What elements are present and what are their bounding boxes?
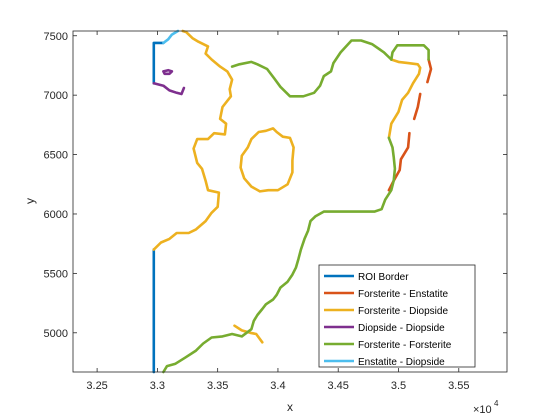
y-tick-label: 7500 (44, 31, 68, 43)
y-tick-label: 5500 (44, 268, 68, 280)
x-tick-label: 3.45 (328, 380, 349, 392)
legend-label-1: Forsterite - Enstatite (358, 289, 448, 300)
legend-label-0: ROI Border (358, 272, 409, 283)
legend-label-3: Diopside - Diopside (358, 323, 445, 334)
legend-label-2: Forsterite - Diopside (358, 306, 448, 317)
y-axis-label: y (23, 198, 37, 204)
legend: ROI Border Forsterite - Enstatite Forsteri… (319, 265, 475, 368)
legend-label-5: Enstatite - Diopside (358, 357, 445, 368)
x-tick-label: 3.3 (150, 380, 165, 392)
y-tick-label: 6500 (44, 150, 68, 162)
y-tick-label: 5000 (44, 328, 68, 340)
x-axis-label: x (287, 400, 293, 414)
y-tick-label: 7000 (44, 90, 68, 102)
x-axis-exponent-base: ×10 (473, 404, 492, 416)
x-tick-label: 3.25 (86, 380, 107, 392)
legend-label-4: Forsterite - Forsterite (358, 340, 452, 351)
x-tick-label: 3.4 (270, 380, 285, 392)
y-tick-label: 6000 (44, 209, 68, 221)
x-tick-label: 3.35 (207, 380, 228, 392)
x-tick-label: 3.5 (391, 380, 406, 392)
x-axis-exponent-power: 4 (494, 399, 499, 408)
x-tick-label: 3.55 (448, 380, 469, 392)
